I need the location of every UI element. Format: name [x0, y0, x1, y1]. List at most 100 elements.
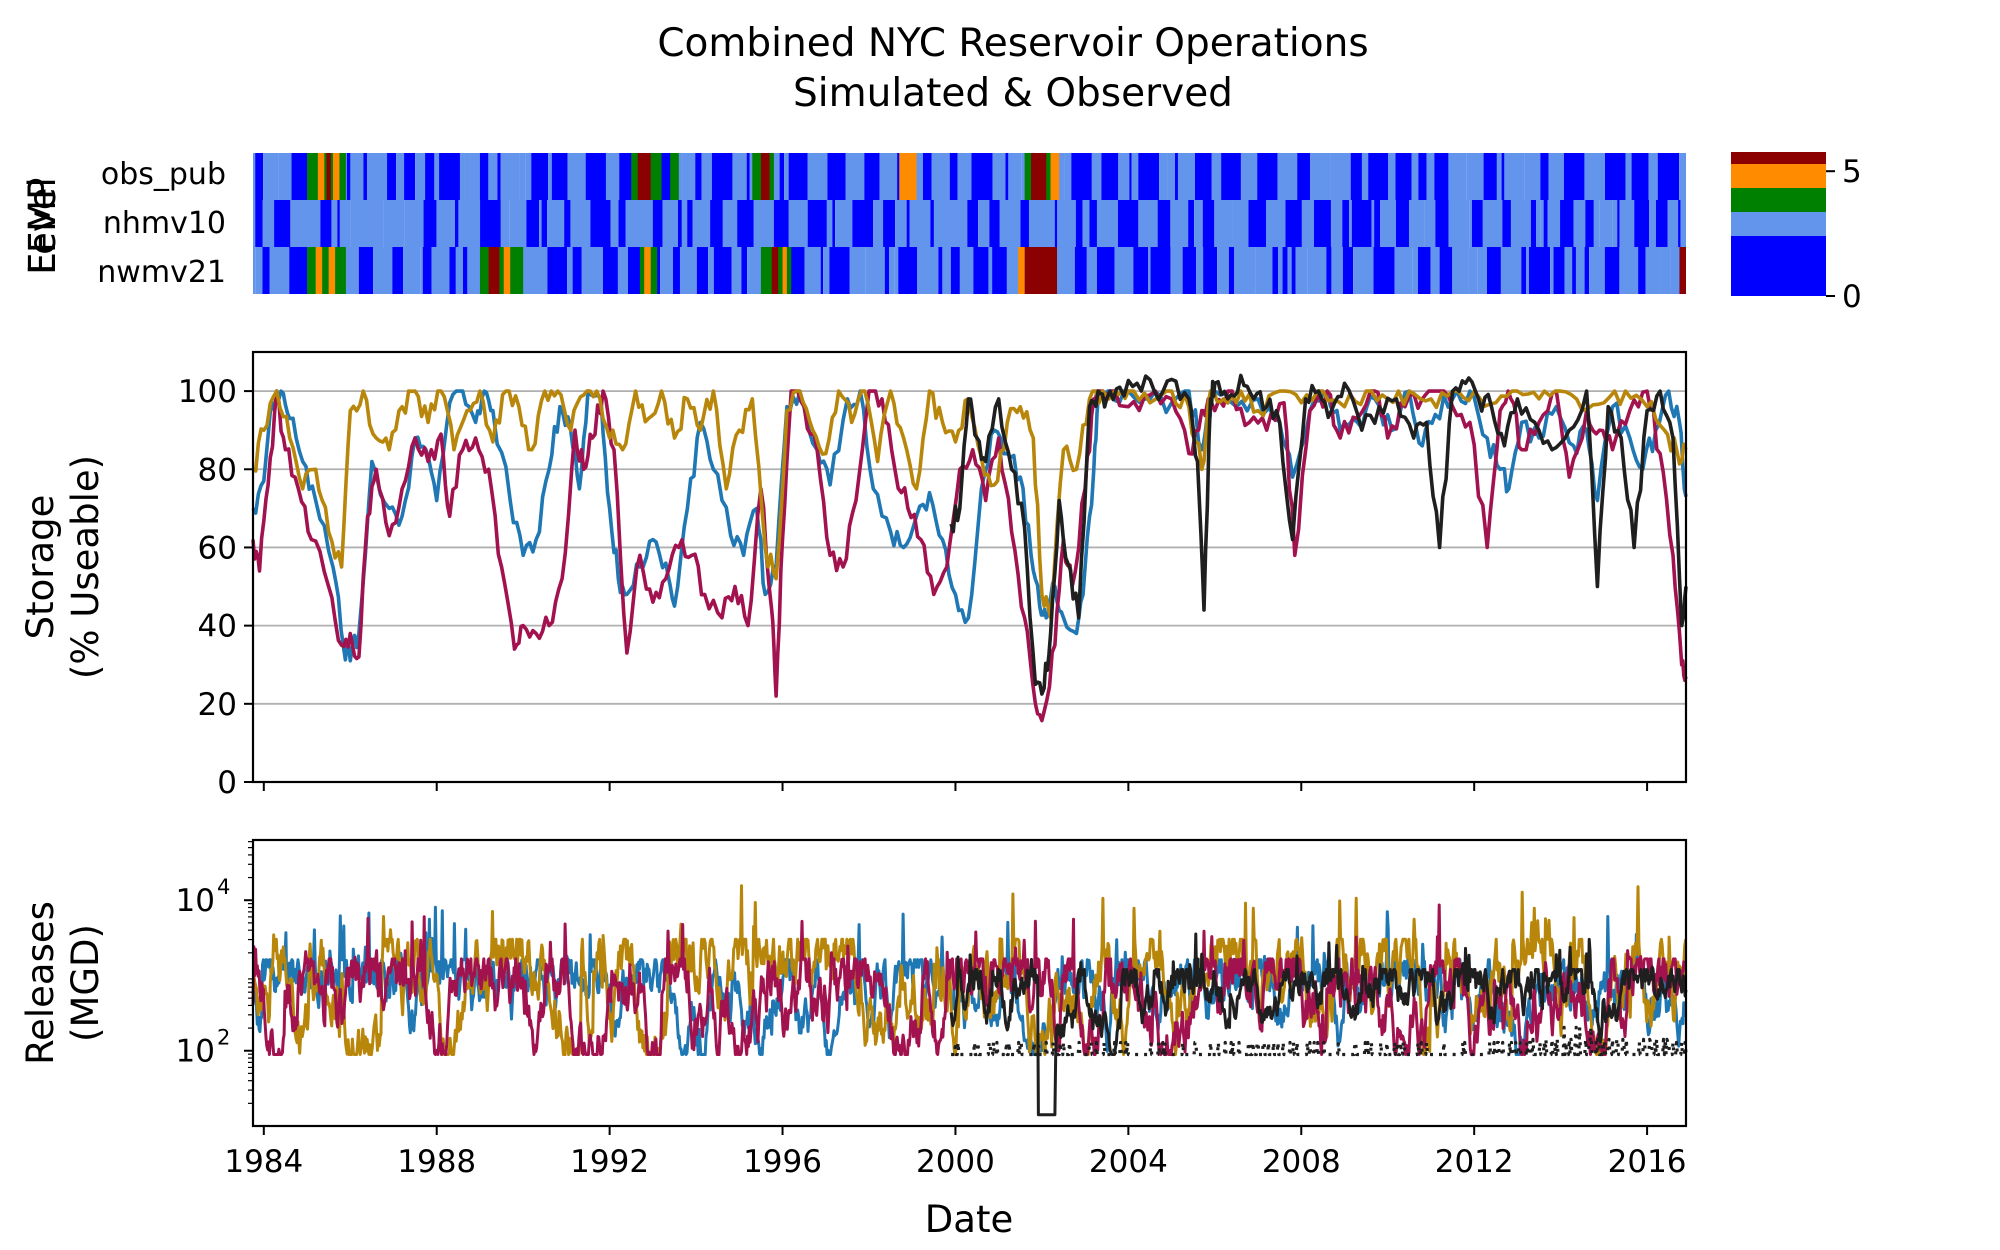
- heatmap-cell: [931, 153, 950, 200]
- heatmap-cell: [497, 153, 501, 200]
- heatmap-cell: [988, 247, 993, 294]
- heatmap-cell: [677, 200, 682, 247]
- heatmap-cell: [1468, 247, 1478, 294]
- heatmap-cell: [618, 200, 626, 247]
- heatmap-cell: [1374, 200, 1381, 247]
- heatmap-cell: [1550, 247, 1554, 294]
- heatmap-cell: [1301, 200, 1314, 247]
- heatmap-episode: [1018, 247, 1025, 294]
- heatmap-cell: [1089, 200, 1097, 247]
- heatmap-cell: [1234, 247, 1256, 294]
- heatmap-cell: [1648, 153, 1658, 200]
- heatmap-cell: [922, 153, 932, 200]
- heatmap-cell: [832, 200, 836, 247]
- heatmap-cell: [1138, 200, 1158, 247]
- heatmap-cell: [548, 153, 552, 200]
- heatmap-cell: [1082, 200, 1090, 247]
- heatmap-episode: [307, 247, 346, 294]
- heatmap-cell: [711, 153, 733, 200]
- heatmap-cell: [732, 153, 747, 200]
- heatmap-cell: [1278, 247, 1283, 294]
- heatmap-episode: [458, 200, 480, 247]
- heatmap-cell: [290, 200, 310, 247]
- heatmap-cell: [1114, 247, 1134, 294]
- storage-y-ticks: 0 20 40 60 80 100: [178, 374, 253, 801]
- heatmap-cell: [1395, 200, 1409, 247]
- heatmap-cell: [1502, 200, 1511, 247]
- heatmap-cell: [436, 200, 455, 247]
- releases-x-ticks: 1984 1988 1992 1996 2000 2004 2008 2012 2016: [224, 1126, 1687, 1180]
- releases-xtick-label: 1988: [397, 1144, 476, 1180]
- releases-ylabel-line1: Releases: [19, 901, 62, 1065]
- heatmap-episode: [278, 153, 288, 200]
- heatmap-cell: [1177, 153, 1195, 200]
- heatmap-cell: [1469, 200, 1472, 247]
- heatmap-cell: [1196, 247, 1204, 294]
- ffmp-level-heatmap: FFMP Level obs_pub nhmv10 nwmv21 05: [21, 152, 1862, 315]
- heatmap-cell: [431, 247, 450, 294]
- heatmap-cell: [1619, 200, 1635, 247]
- heatmap-cell: [1248, 200, 1266, 247]
- heatmap-cell: [462, 247, 468, 294]
- heatmap-cell: [713, 247, 732, 294]
- heatmap-cell: [1170, 247, 1183, 294]
- heatmap-cell: [708, 247, 714, 294]
- heatmap-cell: [959, 247, 974, 294]
- heatmap-cell: [1232, 200, 1249, 247]
- heatmap-cell: [404, 153, 416, 200]
- heatmap-cell: [567, 247, 573, 294]
- heatmap-cell: [1634, 200, 1650, 247]
- heatmap-cell: [262, 247, 270, 294]
- heatmap-cell: [957, 153, 972, 200]
- heatmap-cell: [967, 200, 979, 247]
- heatmap-cell: [1585, 200, 1594, 247]
- heatmap-cell: [1159, 153, 1168, 200]
- heatmap-cell: [1482, 200, 1503, 247]
- heatmap-cell: [1645, 247, 1661, 294]
- heatmap-episode: [350, 200, 368, 247]
- heatmap-cell: [1418, 153, 1427, 200]
- heatmap-cell: [539, 200, 542, 247]
- heatmap-cell: [1619, 247, 1639, 294]
- heatmap-cell: [253, 153, 256, 200]
- heatmap-cell: [1572, 247, 1576, 294]
- heatmap-cell: [1426, 153, 1435, 200]
- heatmap-cell: [253, 200, 256, 247]
- heatmap-cell: [1667, 200, 1679, 247]
- heatmap-cell: [509, 200, 527, 247]
- heatmap-cell: [551, 153, 568, 200]
- heatmap-episode: [933, 200, 952, 247]
- heatmap-cell: [942, 247, 951, 294]
- heatmap-cell: [807, 153, 828, 200]
- heatmap-cell: [564, 200, 571, 247]
- heatmap-cell: [1371, 200, 1375, 247]
- x-axis-label: Date: [925, 1198, 1013, 1241]
- heatmap-cell: [1575, 247, 1585, 294]
- heatmap-cell: [585, 153, 606, 200]
- chart-title-line1: Combined NYC Reservoir Operations: [657, 21, 1368, 66]
- heatmap-cell: [660, 247, 673, 294]
- heatmap-cell: [1368, 153, 1389, 200]
- heatmap-cell: [339, 200, 351, 247]
- heatmap-cell: [1064, 153, 1072, 200]
- heatmap-cell: [1157, 200, 1171, 247]
- heatmap-episode: [332, 153, 340, 200]
- heatmap-cell: [1008, 153, 1022, 200]
- releases-xtick-label: 2004: [1089, 1144, 1168, 1180]
- heatmap-cell: [439, 153, 460, 200]
- storage-ytick-label: 100: [178, 374, 237, 410]
- heatmap-cell: [449, 247, 456, 294]
- heatmap-cell: [978, 200, 990, 247]
- heatmap-cell: [464, 153, 471, 200]
- heatmap-cell: [1655, 200, 1668, 247]
- heatmap-cell: [1131, 153, 1139, 200]
- heatmap-cell: [547, 200, 565, 247]
- releases-xtick-label: 2012: [1435, 1144, 1514, 1180]
- heatmap-cell: [1277, 153, 1298, 200]
- heatmap-cell: [488, 153, 498, 200]
- heatmap-cell: [1521, 247, 1527, 294]
- heatmap-cell: [1434, 153, 1449, 200]
- heatmap-cell: [253, 247, 256, 294]
- heatmap-cell: [1638, 247, 1646, 294]
- heatmap-cell: [1373, 247, 1395, 294]
